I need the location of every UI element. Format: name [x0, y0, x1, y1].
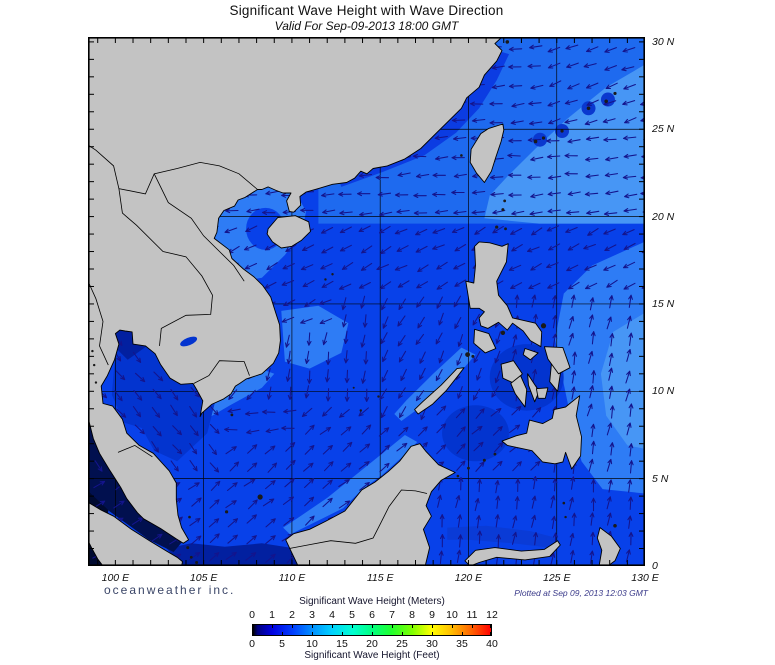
colorbar-notch	[392, 625, 393, 628]
legend-title-feet: Significant Wave Height (Feet)	[304, 650, 440, 661]
legend-feet-tick-25: 25	[396, 638, 408, 650]
colorbar-notch	[253, 632, 254, 635]
colorbar-notch	[352, 625, 353, 628]
legend-feet-tick-0: 0	[249, 638, 255, 650]
legend-meters-tick-5: 5	[349, 609, 355, 621]
colorbar-notch	[402, 632, 403, 635]
lat-label-25N: 25 N	[652, 123, 675, 136]
lat-label-30N: 30 N	[652, 35, 675, 48]
map-canvas	[88, 37, 645, 566]
legend-meters-tick-7: 7	[389, 609, 395, 621]
colorbar-notch	[432, 625, 433, 628]
colorbar-notch	[452, 625, 453, 628]
colorbar-notch	[412, 625, 413, 628]
legend-feet-tick-10: 10	[306, 638, 318, 650]
land-sumatra	[88, 501, 183, 566]
legend-feet-tick-30: 30	[426, 638, 438, 650]
legend-meters-tick-6: 6	[369, 609, 375, 621]
lon-label-120E: 120 E	[454, 572, 483, 584]
land-mainland	[88, 37, 503, 544]
lon-label-115E: 115 E	[366, 572, 394, 584]
colorbar-notch	[490, 625, 491, 628]
lat-label-10N: 10 N	[652, 385, 675, 398]
colorbar-notch	[372, 632, 373, 635]
colorbar-notch	[282, 632, 283, 635]
lon-label-130E: 130 E	[631, 572, 659, 584]
legend-meters-tick-12: 12	[486, 609, 498, 621]
legend-meters-tick-3: 3	[309, 609, 315, 621]
colorbar-notch	[472, 625, 473, 628]
lat-label-0: 0	[652, 559, 658, 572]
legend-feet-tick-35: 35	[456, 638, 468, 650]
colorbar-notch	[312, 625, 313, 628]
colorbar-notch	[332, 625, 333, 628]
land-palawan	[414, 367, 465, 415]
legend-meters-tick-11: 11	[466, 609, 478, 621]
land-borneo	[285, 443, 456, 566]
legend-feet-tick-5: 5	[279, 638, 285, 650]
lat-label-15N: 15 N	[652, 297, 675, 310]
legend-meters-tick-9: 9	[429, 609, 435, 621]
chart-header: Significant Wave Height with Wave Direct…	[88, 3, 645, 33]
colorbar-notch	[342, 632, 343, 635]
lat-label-5N: 5 N	[652, 472, 669, 485]
land-bohol	[535, 387, 549, 399]
lon-label-100E: 100 E	[101, 572, 130, 584]
land-mindanao	[501, 395, 582, 470]
colorbar-notch	[490, 632, 491, 635]
colorbar-notch	[253, 625, 254, 628]
land-negros	[510, 375, 528, 408]
colorbar-notch	[272, 625, 273, 628]
chart-subtitle: Valid For Sep-09-2013 18:00 GMT	[274, 19, 459, 33]
land-halmahera	[596, 527, 621, 566]
legend-meters-tick-0: 0	[249, 609, 255, 621]
land-cebu	[527, 373, 540, 403]
lon-label-110E: 110 E	[278, 572, 306, 584]
lon-label-105E: 105 E	[189, 572, 218, 584]
legend-feet-tick-20: 20	[366, 638, 378, 650]
legend-meters-tick-1: 1	[269, 609, 275, 621]
legend-meters-tick-10: 10	[446, 609, 458, 621]
land-taiwan	[469, 123, 505, 183]
colorbar-notch	[312, 632, 313, 635]
landmasses	[88, 37, 621, 566]
land-sulawesi	[464, 540, 561, 566]
colorbar-notch	[292, 625, 293, 628]
legend-meters-tick-4: 4	[329, 609, 335, 621]
company-logo-text: oceanweather inc.	[104, 583, 236, 597]
wave-map-svg	[88, 37, 645, 566]
legend-title-meters: Significant Wave Height (Meters)	[299, 596, 445, 607]
legend-meters-tick-8: 8	[409, 609, 415, 621]
land-masbate	[522, 348, 539, 361]
land-samar	[543, 346, 571, 375]
land-hainan	[266, 215, 311, 249]
colorbar-notch	[462, 632, 463, 635]
land-luzon	[465, 241, 543, 348]
colorbar-notch	[372, 625, 373, 628]
lat-label-20N: 20 N	[652, 210, 675, 223]
legend-meters-tick-2: 2	[289, 609, 295, 621]
legend-feet-tick-15: 15	[336, 638, 348, 650]
plotted-timestamp: Plotted at Sep 09, 2013 12:03 GMT	[514, 588, 648, 598]
lon-label-125E: 125 E	[543, 572, 571, 584]
land-mindoro	[473, 328, 497, 354]
colorbar-notch	[432, 632, 433, 635]
legend-feet-tick-40: 40	[486, 638, 498, 650]
chart-title: Significant Wave Height with Wave Direct…	[229, 3, 504, 18]
